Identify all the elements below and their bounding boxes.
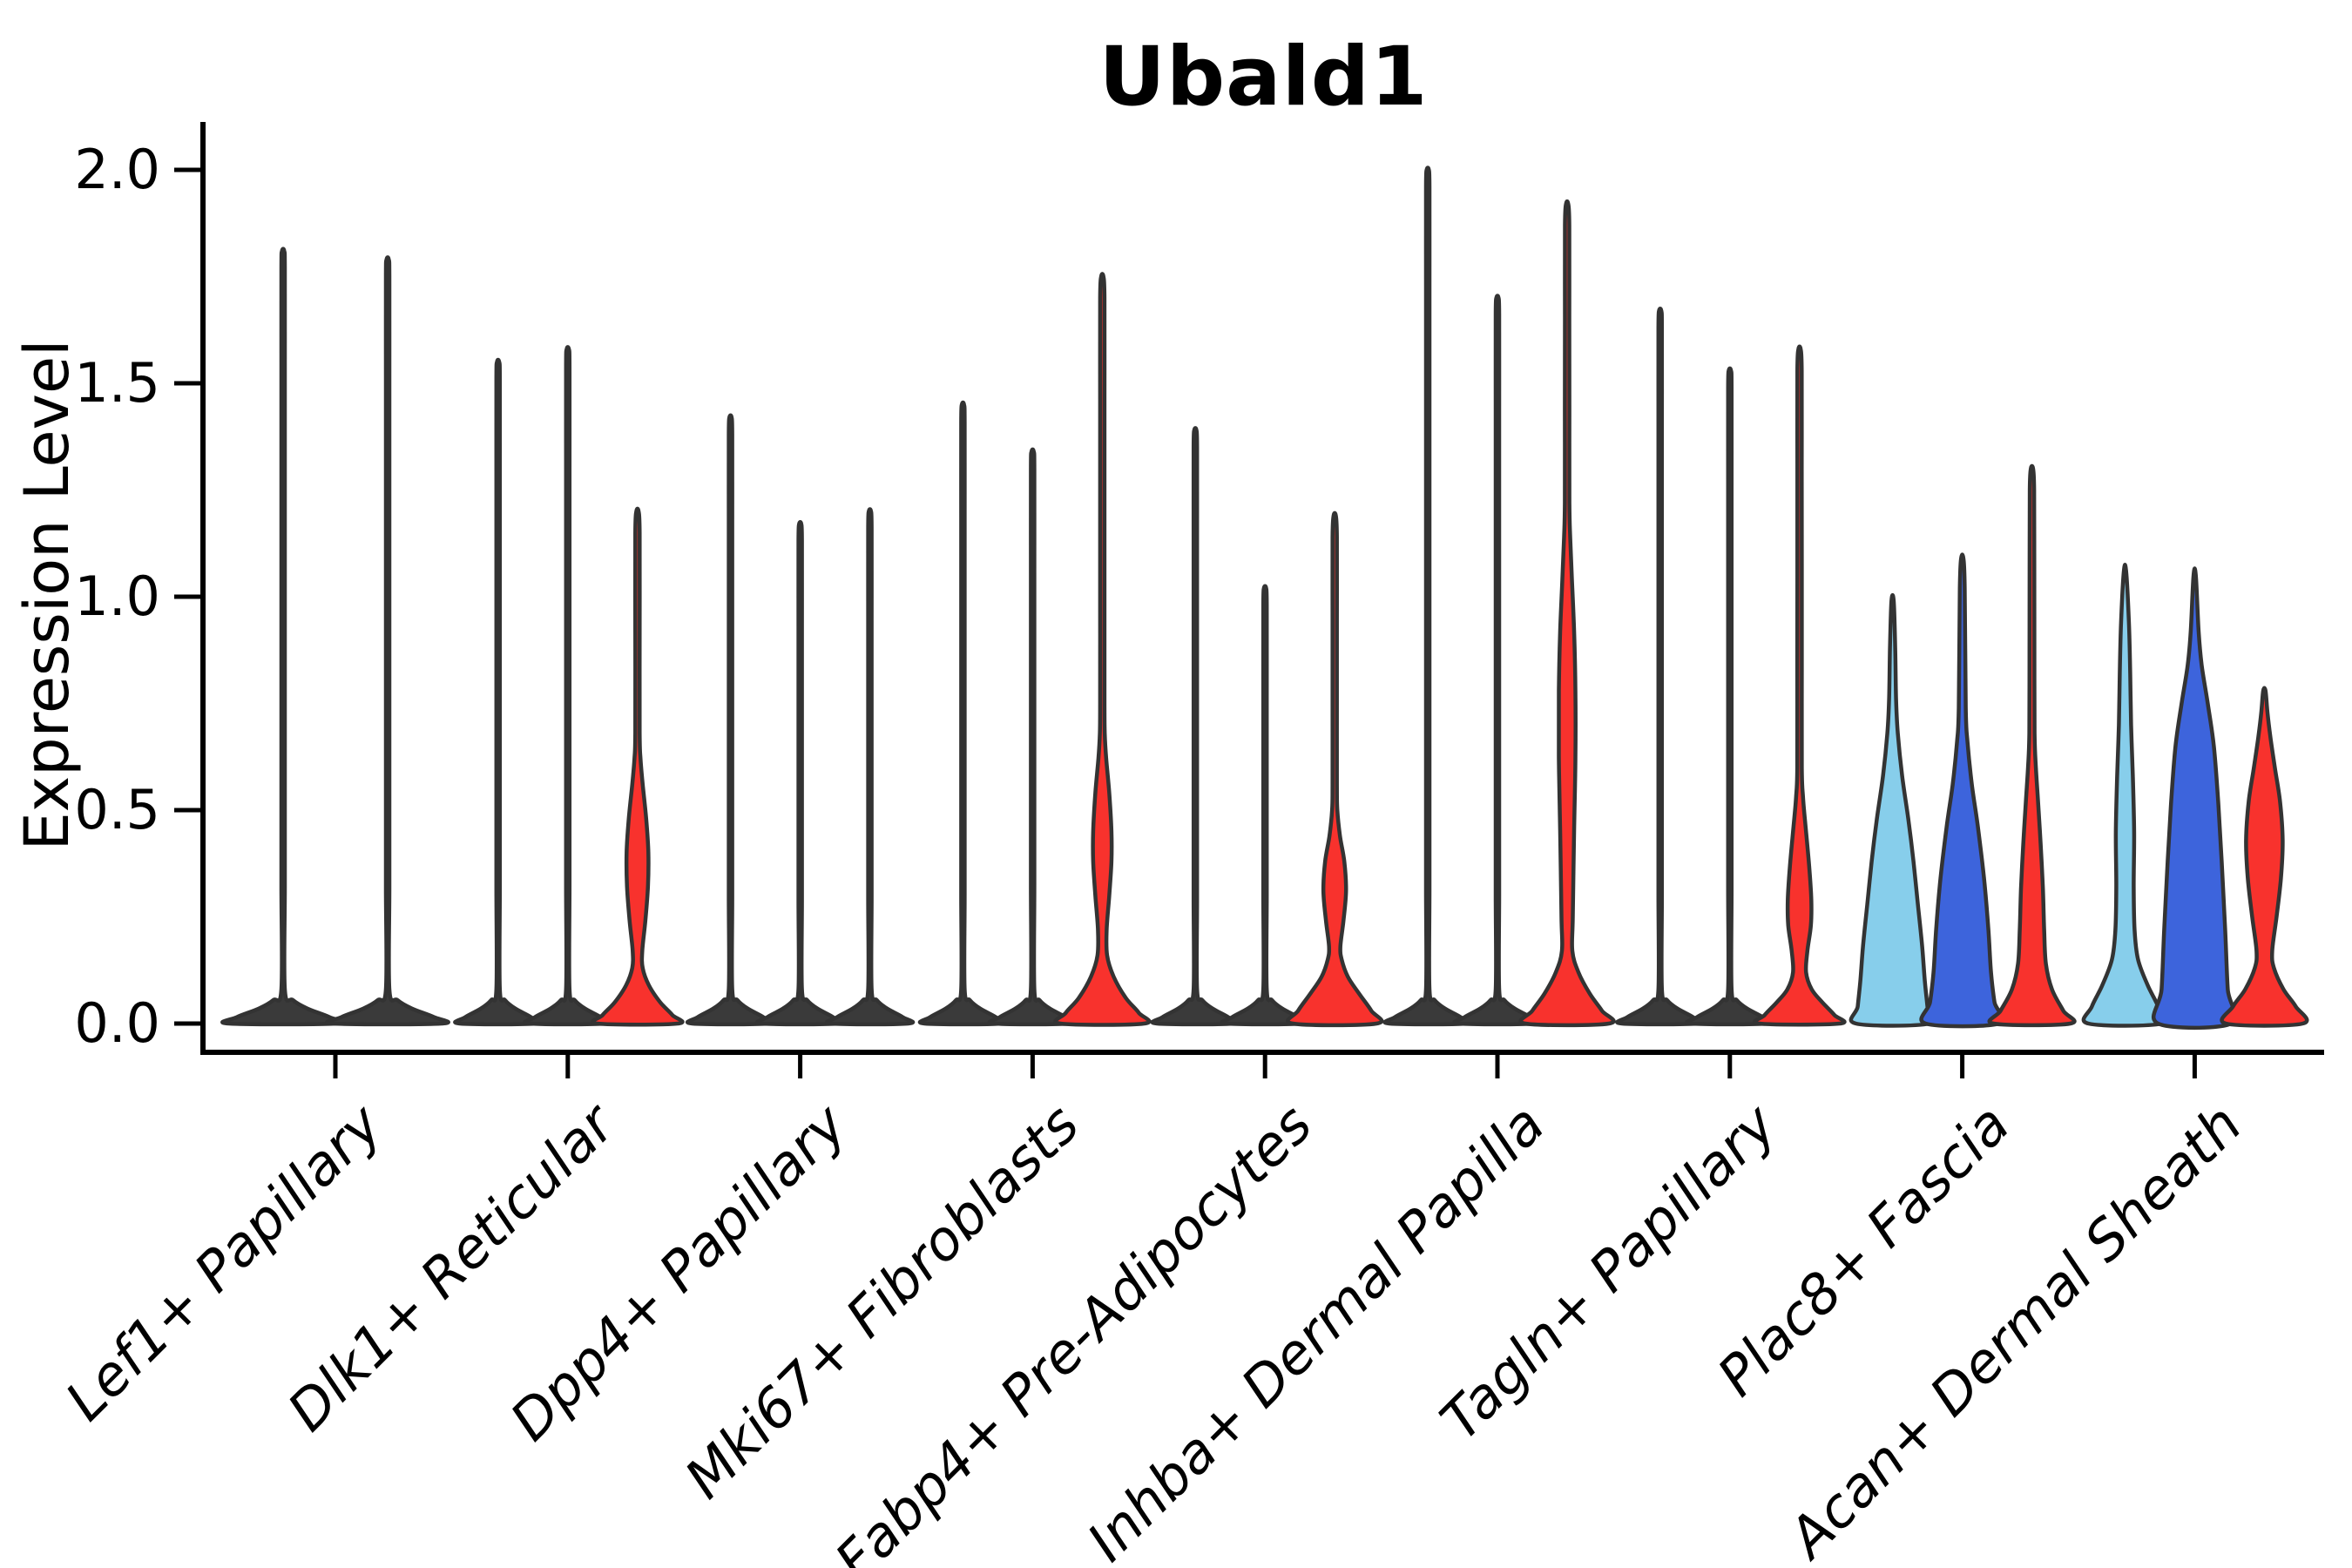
violin	[1518, 199, 1616, 1028]
violin	[523, 345, 613, 1027]
violin	[2151, 566, 2238, 1031]
violin	[917, 400, 1008, 1027]
violin	[686, 413, 776, 1027]
y-tick-label: 0.0	[74, 991, 160, 1055]
violin	[1987, 463, 2077, 1028]
y-tick-label: 0.5	[74, 778, 160, 841]
violin	[2081, 563, 2169, 1028]
violin	[1053, 272, 1152, 1027]
y-tick-label: 2.0	[74, 138, 160, 201]
violin	[825, 507, 916, 1027]
violin	[987, 447, 1078, 1027]
plot-title: Ubald1	[1098, 30, 1429, 125]
violin	[1452, 294, 1543, 1027]
violin	[1848, 592, 1936, 1028]
violin	[325, 255, 450, 1027]
violin	[1382, 166, 1473, 1027]
y-tick-label: 1.5	[74, 351, 160, 415]
violin	[755, 519, 846, 1027]
violin	[1685, 366, 1775, 1027]
violin	[453, 357, 544, 1027]
violin	[220, 247, 346, 1027]
violin	[590, 506, 685, 1027]
violin	[1286, 510, 1384, 1028]
violin	[2220, 686, 2309, 1028]
violin	[1615, 306, 1706, 1027]
violin	[1220, 584, 1310, 1027]
violin	[1752, 344, 1847, 1027]
y-tick-label: 1.0	[74, 564, 160, 628]
violin	[1150, 426, 1240, 1027]
violin	[1919, 552, 2005, 1029]
